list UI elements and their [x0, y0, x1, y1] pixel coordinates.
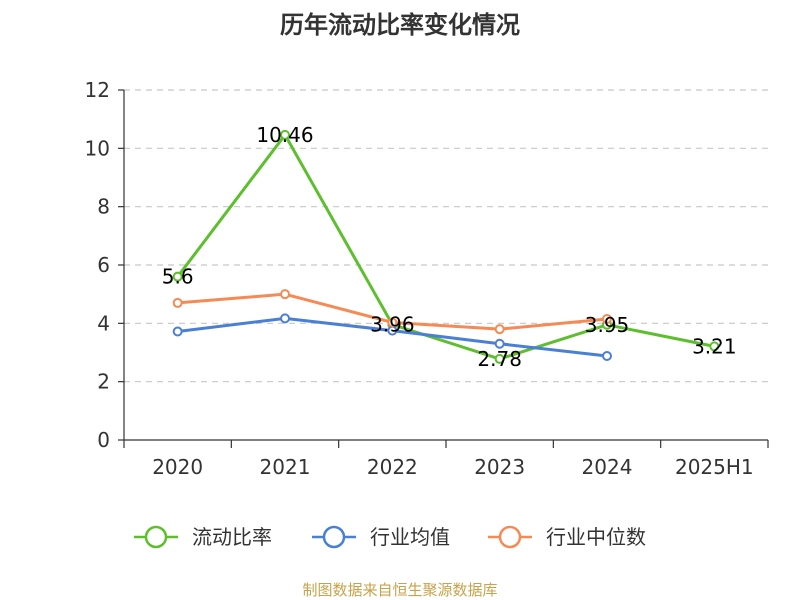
legend-item[interactable]: 流动比率 [134, 525, 272, 549]
x-tick-label: 2025H1 [675, 455, 754, 479]
y-tick-label: 6 [97, 253, 110, 277]
grid-lines [124, 89, 768, 383]
data-point [172, 297, 183, 308]
data-label: 2.78 [477, 347, 522, 371]
data-point [387, 317, 398, 328]
data-point [280, 129, 290, 140]
chart-title: 历年流动比率变化情况 [280, 11, 520, 39]
data-point [494, 353, 505, 364]
data-point [172, 271, 183, 282]
data-point [709, 341, 720, 352]
x-tick-label: 2022 [367, 455, 418, 479]
data-point [280, 313, 290, 324]
axes: 0 2 4 6 8 10 12 2020 2021 2022 2023 2024 2025H1 [85, 78, 769, 479]
data-label: 3.21 [692, 334, 737, 358]
legend-marker [144, 525, 168, 549]
source-note: 制图数据来自恒生聚源数据库 [302, 581, 497, 599]
data-point [602, 351, 612, 361]
data-point [172, 326, 183, 337]
data-point [494, 338, 505, 349]
legend-item[interactable]: 行业中位数 [488, 525, 646, 549]
data-label: 10.46 [256, 123, 313, 147]
y-tick-label: 4 [97, 311, 110, 335]
legend-marker [498, 525, 522, 549]
legend-label: 行业均值 [370, 525, 450, 549]
data-label: 5.6 [162, 265, 194, 289]
data-label: 3.95 [585, 313, 630, 337]
legend-label: 流动比率 [192, 525, 272, 549]
y-tick-label: 2 [97, 370, 110, 394]
y-tick-label: 0 [97, 428, 110, 452]
legend-marker [322, 525, 346, 549]
data-labels: 5.6 10.46 3.96 2.78 3.95 3.21 [162, 123, 737, 371]
data-point [602, 313, 612, 324]
x-tick-label: 2020 [152, 455, 203, 479]
data-point [494, 324, 505, 335]
y-tick-label: 8 [97, 195, 110, 219]
series-line [176, 133, 715, 361]
y-tick-label: 10 [85, 136, 110, 160]
legend-item[interactable]: 行业均值 [312, 525, 450, 549]
legend[interactable]: 流动比率 行业均值 行业中位数 [134, 525, 646, 549]
x-tick-label: 2021 [260, 455, 311, 479]
x-tick-label: 2024 [582, 455, 633, 479]
x-tick-label: 2023 [474, 455, 525, 479]
data-label: 3.96 [370, 313, 415, 337]
series-group [172, 129, 720, 364]
data-point [280, 289, 290, 300]
y-tick-label: 12 [85, 78, 110, 102]
legend-label: 行业中位数 [546, 525, 646, 549]
